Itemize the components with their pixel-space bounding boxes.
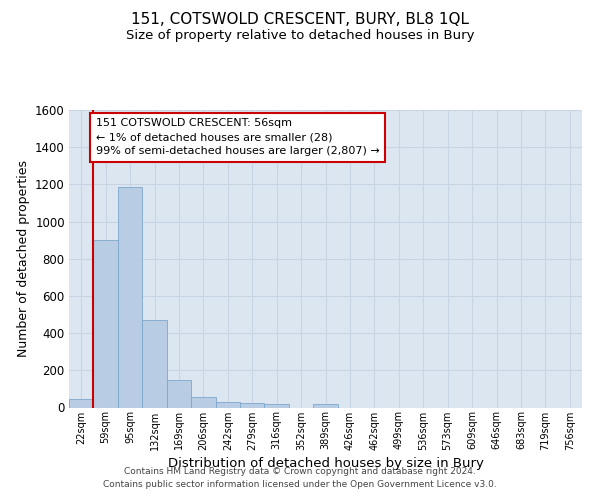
Bar <box>313 404 338 407</box>
X-axis label: Distribution of detached houses by size in Bury: Distribution of detached houses by size … <box>167 456 484 469</box>
Text: Contains HM Land Registry data © Crown copyright and database right 2024.: Contains HM Land Registry data © Crown c… <box>124 467 476 476</box>
Bar <box>69 399 94 407</box>
Bar <box>167 380 191 407</box>
Text: Size of property relative to detached houses in Bury: Size of property relative to detached ho… <box>126 29 474 42</box>
Text: Contains public sector information licensed under the Open Government Licence v3: Contains public sector information licen… <box>103 480 497 489</box>
Bar <box>94 240 118 408</box>
Bar <box>142 320 167 408</box>
Y-axis label: Number of detached properties: Number of detached properties <box>17 160 29 357</box>
Bar <box>265 404 289 407</box>
Text: 151 COTSWOLD CRESCENT: 56sqm
← 1% of detached houses are smaller (28)
99% of sem: 151 COTSWOLD CRESCENT: 56sqm ← 1% of det… <box>96 118 380 156</box>
Bar <box>191 398 215 407</box>
Text: 151, COTSWOLD CRESCENT, BURY, BL8 1QL: 151, COTSWOLD CRESCENT, BURY, BL8 1QL <box>131 12 469 28</box>
Bar <box>215 402 240 407</box>
Bar <box>118 187 142 408</box>
Bar <box>240 403 265 407</box>
